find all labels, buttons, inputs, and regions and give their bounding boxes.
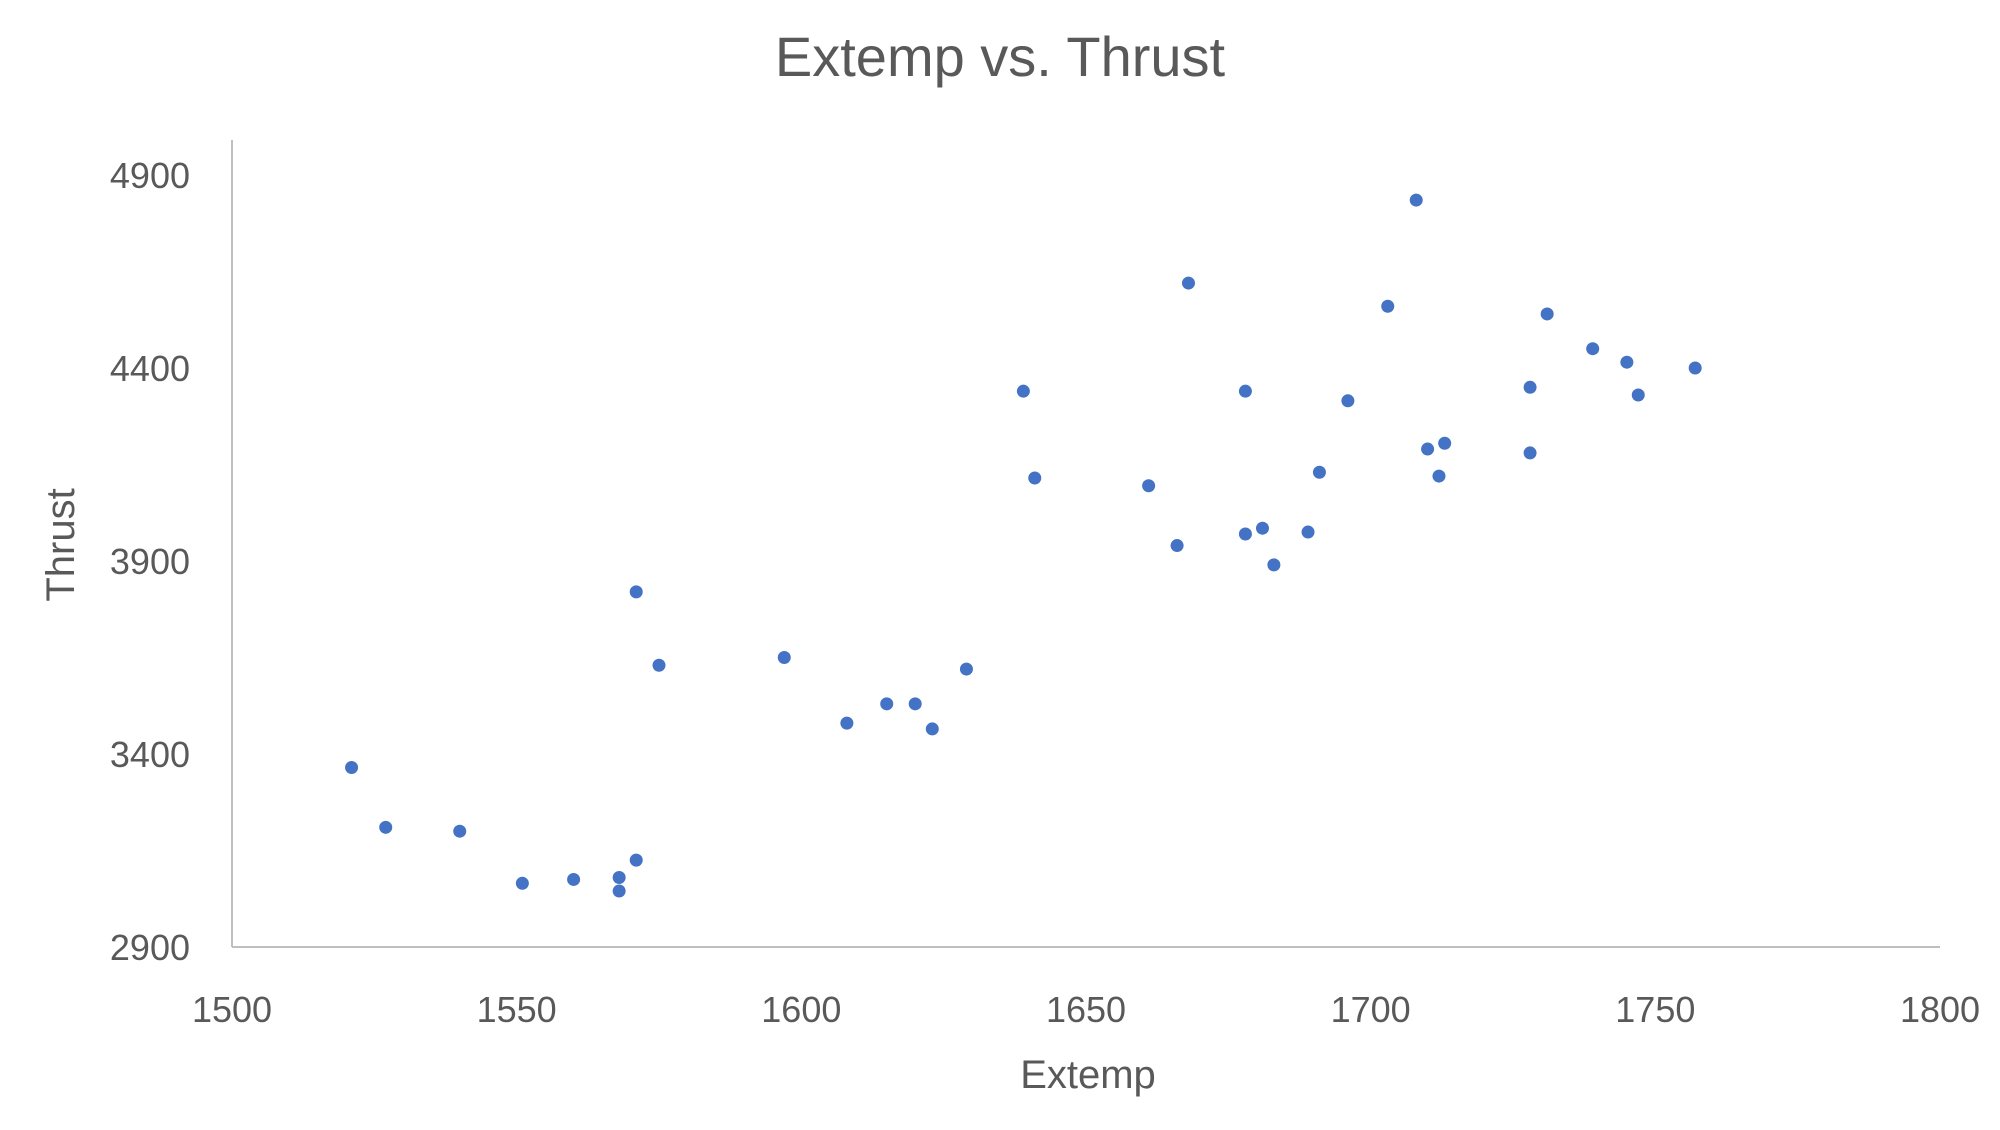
data-point (840, 716, 854, 730)
data-point (925, 722, 939, 736)
data-point (1170, 539, 1184, 553)
data-point (1523, 446, 1537, 460)
y-tick-label: 4400 (110, 348, 190, 389)
data-point (629, 585, 643, 599)
data-point (652, 658, 666, 672)
y-tick-label: 4900 (110, 155, 190, 196)
y-tick-label: 3400 (110, 734, 190, 775)
x-tick-label: 1750 (1615, 989, 1695, 1030)
x-tick-label: 1700 (1331, 989, 1411, 1030)
data-point (1620, 355, 1634, 369)
data-point (1267, 558, 1281, 572)
x-tick-label: 1600 (761, 989, 841, 1030)
y-tick-label: 2900 (110, 927, 190, 968)
data-point (1238, 527, 1252, 541)
data-point (515, 876, 529, 890)
data-point (1409, 193, 1423, 207)
data-point (880, 697, 894, 711)
data-point (1432, 469, 1446, 483)
data-point (379, 820, 393, 834)
x-axis-title: Extemp (1020, 1053, 1156, 1097)
data-point (1312, 465, 1326, 479)
data-point (1381, 299, 1395, 313)
x-axis-ticks: 1500 1550 1600 1650 1700 1750 1800 (192, 989, 1980, 1030)
data-point (1181, 276, 1195, 290)
y-axis-title: Thrust (39, 488, 83, 601)
y-tick-label: 3900 (110, 541, 190, 582)
data-point (567, 872, 581, 886)
x-tick-label: 1650 (1046, 989, 1126, 1030)
data-point (345, 761, 359, 775)
data-point (1540, 307, 1554, 321)
data-point (908, 697, 922, 711)
data-point (1421, 442, 1435, 456)
chart-title: Extemp vs. Thrust (775, 25, 1226, 88)
data-point (1301, 525, 1315, 539)
data-point (1238, 384, 1252, 398)
data-point (777, 651, 791, 664)
data-point (1255, 521, 1269, 535)
data-point (612, 871, 626, 885)
data-point (1028, 471, 1042, 485)
data-point (959, 662, 973, 676)
data-point (1688, 361, 1702, 375)
data-point (612, 884, 626, 898)
x-tick-label: 1800 (1900, 989, 1980, 1030)
data-point (1631, 388, 1645, 402)
data-points (345, 193, 1702, 898)
y-axis-ticks: 2900 3400 3900 4400 4900 (110, 155, 190, 968)
data-point (629, 853, 643, 867)
data-point (1438, 436, 1452, 450)
data-point (1523, 380, 1537, 394)
data-point (1586, 342, 1600, 356)
data-point (453, 824, 467, 838)
data-point (1016, 384, 1030, 398)
x-tick-label: 1500 (192, 989, 272, 1030)
data-point (1142, 479, 1156, 493)
x-tick-label: 1550 (477, 989, 557, 1030)
data-point (1341, 394, 1355, 408)
